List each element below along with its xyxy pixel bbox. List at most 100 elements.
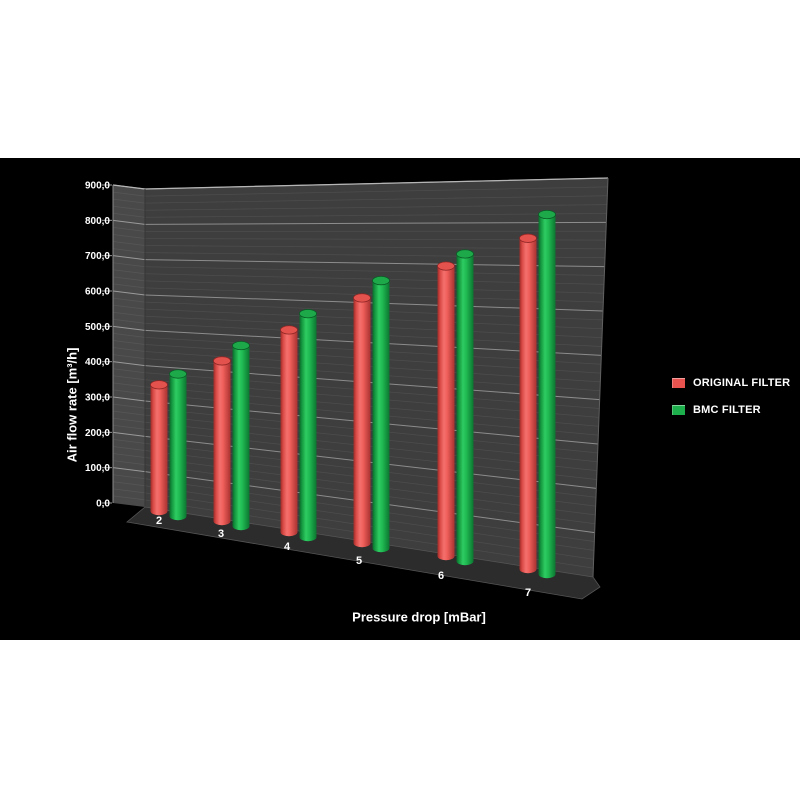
minor-gridline [112, 460, 146, 465]
minor-gridline [112, 241, 146, 246]
x-category-label: 7 [525, 587, 531, 599]
y-tick-label: 600,0 [85, 287, 110, 298]
minor-gridline [112, 262, 146, 268]
major-gridline [112, 431, 146, 437]
y-tick-label: 700,0 [85, 251, 110, 262]
y-tick-label: 800,0 [85, 216, 110, 227]
minor-gridline [112, 227, 146, 232]
cylinder-bmc-7-top [538, 209, 556, 220]
cylinder-bmc-4 [299, 313, 317, 537]
legend: ORIGINAL FILTER BMC FILTER [672, 377, 790, 416]
minor-gridline [144, 204, 608, 211]
minor-gridline [112, 481, 146, 487]
minor-gridline [144, 186, 608, 197]
minor-gridline [112, 318, 146, 324]
cylinder-bmc-6 [456, 253, 474, 561]
minor-gridline [112, 368, 146, 374]
chart-side-wall [113, 185, 145, 507]
minor-gridline [112, 417, 146, 423]
minor-gridline [112, 453, 146, 458]
x-category-label: 4 [284, 541, 291, 553]
minor-gridline [112, 439, 146, 444]
chart-panel: 0,0 100,0 200,0 300,0 400,0 500,0 600,0 700,0 80… [0, 158, 800, 640]
y-tick-label: 400,0 [85, 357, 110, 368]
minor-gridline [112, 198, 146, 204]
minor-gridline [112, 304, 146, 310]
minor-gridline [112, 340, 146, 345]
cylinder-original-4-top [280, 325, 298, 335]
legend-swatch-original-filter [672, 378, 685, 388]
minor-gridline [144, 195, 608, 204]
major-gridline [112, 255, 146, 261]
major-gridline [112, 396, 146, 402]
minor-gridline [112, 269, 146, 275]
minor-gridline [112, 205, 146, 211]
major-gridline [112, 467, 146, 473]
3d-bar-chart: 0,0 100,0 200,0 300,0 400,0 500,0 600,0 700,0 80… [85, 177, 609, 600]
minor-gridline [112, 347, 146, 352]
y-tick-label: 200,0 [85, 428, 110, 439]
x-category-label: 3 [218, 528, 224, 540]
legend-swatch-bmc-filter [672, 405, 685, 415]
minor-gridline [112, 248, 146, 253]
x-category-label: 2 [156, 515, 162, 527]
minor-gridline [112, 424, 146, 430]
minor-gridline [112, 311, 146, 317]
cylinder-original-2-top [150, 380, 168, 390]
minor-gridline [112, 446, 146, 451]
x-category-label: 5 [356, 555, 362, 567]
chart-floor [126, 506, 601, 600]
y-tick-label: 900,0 [85, 181, 110, 192]
cylinder-bmc-3-top [232, 340, 250, 351]
minor-gridline [112, 403, 146, 409]
legend-label-original-filter: ORIGINAL FILTER [693, 377, 791, 389]
major-gridline [112, 361, 146, 367]
legend-item-bmc-filter: BMC FILTER [672, 404, 790, 416]
minor-gridline [112, 276, 146, 282]
minor-gridline [112, 234, 146, 239]
cylinder-original-3-top [213, 356, 231, 366]
major-gridline [144, 221, 607, 225]
major-gridline [112, 325, 146, 331]
cylinder-bmc-2-top [169, 369, 187, 379]
cylinder-bmc-3 [232, 345, 250, 526]
major-gridline [112, 290, 146, 296]
cylinder-original-4 [280, 329, 298, 532]
cylinder-bmc-2 [169, 373, 187, 516]
minor-gridline [112, 212, 146, 218]
wall-right-edge [592, 177, 609, 578]
x-axis-title: Pressure drop [mBar] [352, 609, 486, 625]
y-tick-label: 0,0 [96, 499, 110, 510]
y-tick-label: 500,0 [85, 322, 110, 333]
cylinder-original-7 [519, 238, 537, 569]
minor-gridline [112, 354, 146, 359]
y-axis-title: Air flow rate [m³/h] [64, 347, 80, 463]
minor-gridline [112, 495, 146, 501]
y-tick-label: 100,0 [85, 463, 110, 474]
cylinder-bmc-6-top [456, 249, 474, 259]
cylinder-bmc-5-top [372, 276, 390, 286]
cylinder-bmc-7 [538, 214, 556, 575]
cylinder-original-5-top [353, 293, 371, 303]
legend-label-bmc-filter: BMC FILTER [693, 404, 761, 416]
cylinder-original-6 [437, 266, 455, 556]
cylinder-original-5 [353, 297, 371, 543]
cylinder-original-6-top [437, 261, 455, 271]
minor-gridline [144, 213, 607, 218]
cylinder-original-2 [150, 384, 168, 511]
cylinder-original-3 [213, 360, 231, 521]
minor-gridline [112, 283, 146, 289]
cylinder-bmc-5 [372, 280, 390, 548]
minor-gridline [112, 488, 146, 494]
x-category-label: 6 [438, 570, 444, 582]
major-gridline [112, 219, 146, 225]
cylinder-bmc-4-top [299, 309, 317, 319]
minor-gridline [112, 382, 146, 388]
y-tick-label: 300,0 [85, 393, 110, 404]
minor-gridline [112, 474, 146, 480]
minor-gridline [112, 410, 146, 416]
minor-gridline [112, 375, 146, 381]
minor-gridline [112, 297, 146, 303]
cylinder-original-7-top [519, 233, 537, 243]
